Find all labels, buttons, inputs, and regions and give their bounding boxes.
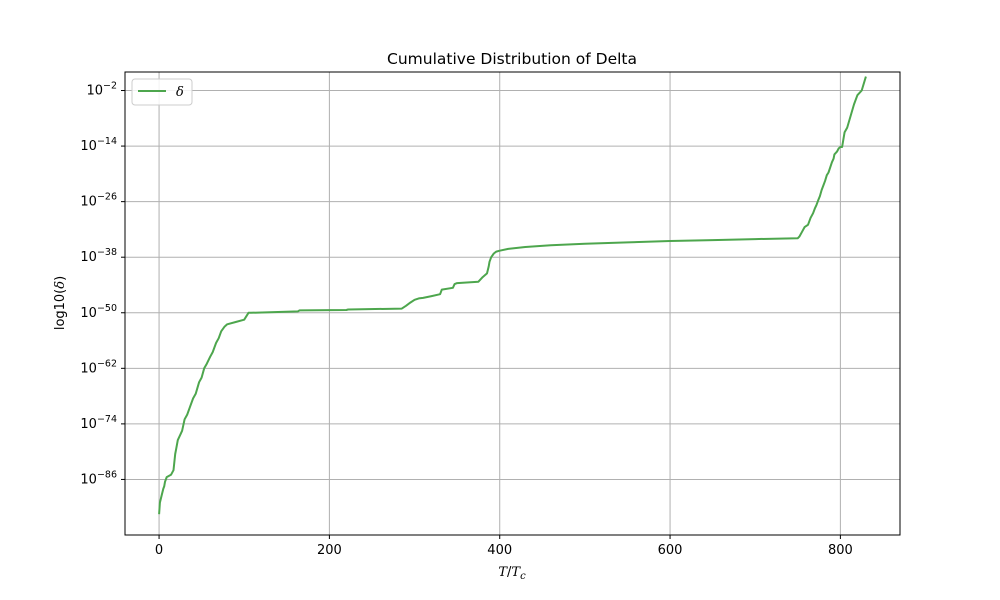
series-line (158, 76, 867, 515)
y-tick-label: 10−2 (86, 81, 117, 99)
y-tick-label: 10−26 (80, 192, 117, 210)
y-axis-label: log10(δ) (53, 276, 68, 330)
y-tick-exponent: −38 (97, 247, 117, 258)
y-tick-exponent: −14 (97, 136, 117, 147)
x-label-sep: / (507, 565, 512, 580)
y-tick-base: 10 (80, 472, 97, 487)
y-tick-base: 10 (80, 195, 97, 210)
legend: δ (131, 78, 193, 106)
chart-title: Cumulative Distribution of Delta (387, 50, 637, 68)
y-tick-base: 10 (80, 250, 97, 265)
x-axis-label: T/Tc (498, 565, 526, 582)
x-tick-label: 0 (155, 543, 163, 558)
series-layer (158, 76, 867, 515)
y-tick-exponent: −74 (97, 414, 117, 425)
y-label-close: ) (53, 276, 68, 281)
x-tick-label: 800 (828, 543, 853, 558)
x-label-sub: c (520, 571, 526, 582)
x-tick-label: 200 (317, 543, 342, 558)
y-tick-base: 10 (86, 84, 103, 99)
x-label-base: T (511, 565, 521, 580)
y-tick-exponent: −2 (103, 81, 117, 92)
y-tick-exponent: −86 (97, 469, 117, 480)
y-tick-label: 10−74 (80, 414, 117, 432)
y-tick-label: 10−38 (80, 247, 117, 265)
y-tick-exponent: −26 (97, 192, 117, 203)
y-label-main: log10( (53, 289, 68, 330)
y-tick-base: 10 (80, 417, 97, 432)
y-tick-base: 10 (80, 361, 97, 376)
y-tick-exponent: −50 (97, 303, 117, 314)
y-tick-exponent: −62 (97, 358, 117, 369)
y-tick-label: 10−86 (80, 469, 117, 487)
y-tick-base: 10 (80, 306, 97, 321)
y-label-var: δ (53, 281, 68, 289)
x-tick-label: 600 (658, 543, 683, 558)
y-tick-label: 10−50 (80, 303, 117, 321)
x-tick-label: 400 (487, 543, 512, 558)
ticks: 0 200 400 600 80010−8610−7410−6210−5010−3810… (80, 81, 852, 558)
y-tick-label: 10−62 (80, 358, 117, 376)
legend-label: δ (176, 85, 184, 100)
y-tick-base: 10 (80, 139, 97, 154)
x-label-main: T (498, 565, 508, 580)
plot-frame (124, 71, 901, 536)
y-tick-label: 10−14 (80, 136, 117, 154)
